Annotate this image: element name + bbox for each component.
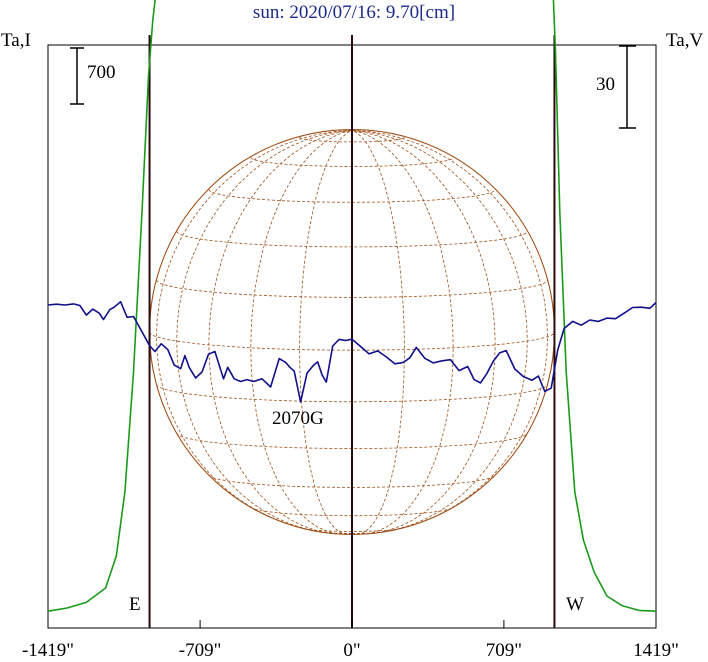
longitude-line [299,130,353,535]
latitude-line [299,137,405,143]
latitude-line [156,384,548,403]
active-region-annotation: 2070G [272,408,324,429]
series-layer [47,0,657,612]
latitude-line [156,279,548,298]
longitude-line [250,130,353,535]
x-tick-label: 0" [343,640,360,661]
polarization-curve [47,300,657,403]
right-axis-label: Ta,V [666,30,704,51]
limb-west-label: W [566,594,584,615]
longitude-line [351,130,405,535]
x-ticks: -1419" -709" 0" 709" 1419" [22,620,679,661]
longitude-line [351,130,528,535]
right-scale-bar-label: 30 [596,74,615,95]
x-tick-label: -1419" [22,640,74,661]
longitude-line [351,130,454,535]
longitude-line [208,130,353,535]
longitude-line [351,130,549,534]
longitude-line [351,130,496,535]
chart-title: sun: 2020/07/16: 9.70[cm] [252,2,456,23]
longitude-line [176,130,353,535]
longitude-line [155,130,353,534]
limb-lines [148,35,556,628]
x-tick-label: -709" [179,640,222,661]
limb-east-label: E [129,594,141,615]
x-tick-label: 1419" [633,640,679,661]
right-scale-bar [619,45,636,129]
left-axis-label: Ta,I [1,30,31,51]
left-scale-bar-label: 700 [87,62,116,83]
latitude-line [299,526,405,532]
x-tick-label: 709" [486,640,522,661]
left-scale-bar [70,47,84,105]
